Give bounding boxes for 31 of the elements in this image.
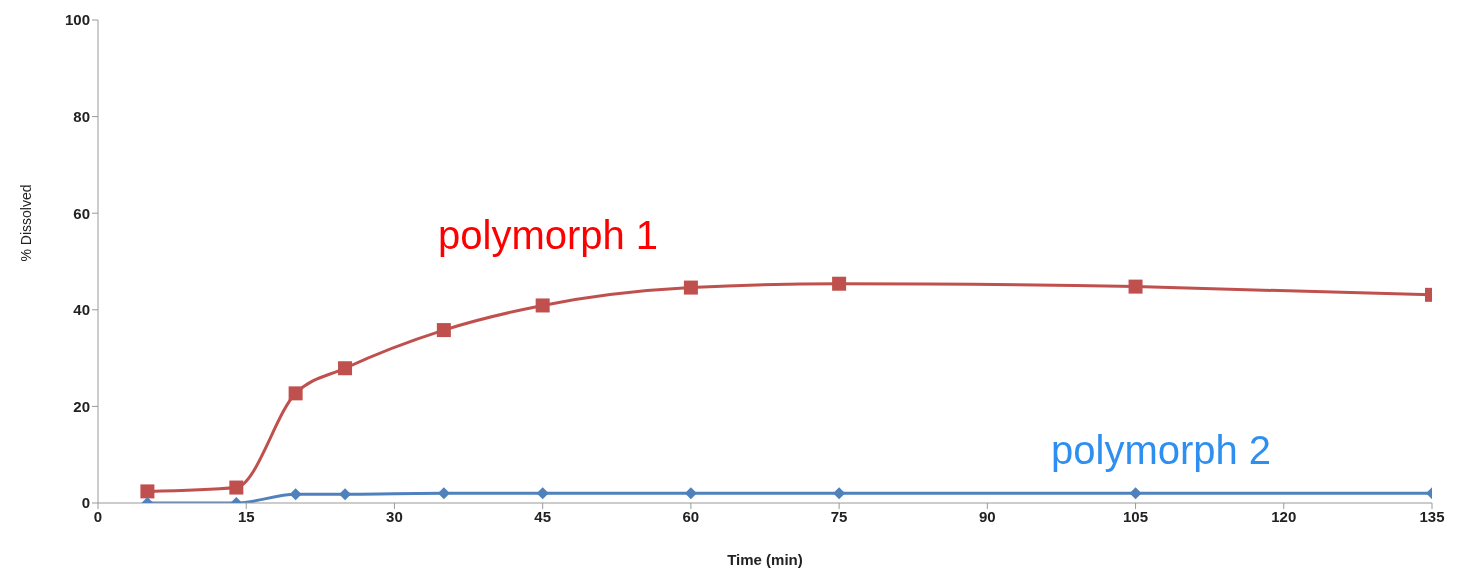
x-tick-label: 105 [1123, 507, 1149, 525]
point [683, 280, 698, 295]
point [536, 487, 549, 500]
point [1128, 279, 1143, 294]
y-tick-label: 100 [64, 11, 90, 29]
x-tick-label: 90 [978, 507, 996, 525]
point [1129, 487, 1142, 500]
point [338, 361, 353, 376]
x-tick-label: 60 [682, 507, 700, 525]
x-tick-label: 15 [237, 507, 255, 525]
point [288, 386, 303, 401]
point [140, 484, 155, 499]
y-tick-label: 20 [73, 397, 90, 415]
x-tick-label: 30 [386, 507, 403, 525]
y-tick-label: 0 [81, 494, 90, 512]
x-tick-label: 45 [534, 507, 552, 525]
x-tick-label: 75 [830, 507, 848, 525]
point [832, 276, 847, 291]
point [436, 323, 451, 338]
point [535, 298, 550, 313]
point [229, 480, 244, 495]
x-axis-title: Time (min) [727, 551, 803, 568]
y-tick-label: 60 [73, 204, 90, 222]
y-tick-label: 40 [73, 301, 90, 319]
x-tick-label: 135 [1419, 507, 1445, 525]
x-tick-label: 0 [93, 507, 103, 525]
y-tick-label: 80 [73, 107, 90, 125]
y-axis-title: % Dissolved [17, 184, 34, 262]
series-label: polymorph 1 [438, 213, 659, 258]
series-label: polymorph 2 [1051, 428, 1272, 473]
x-tick-label: 120 [1271, 507, 1297, 525]
